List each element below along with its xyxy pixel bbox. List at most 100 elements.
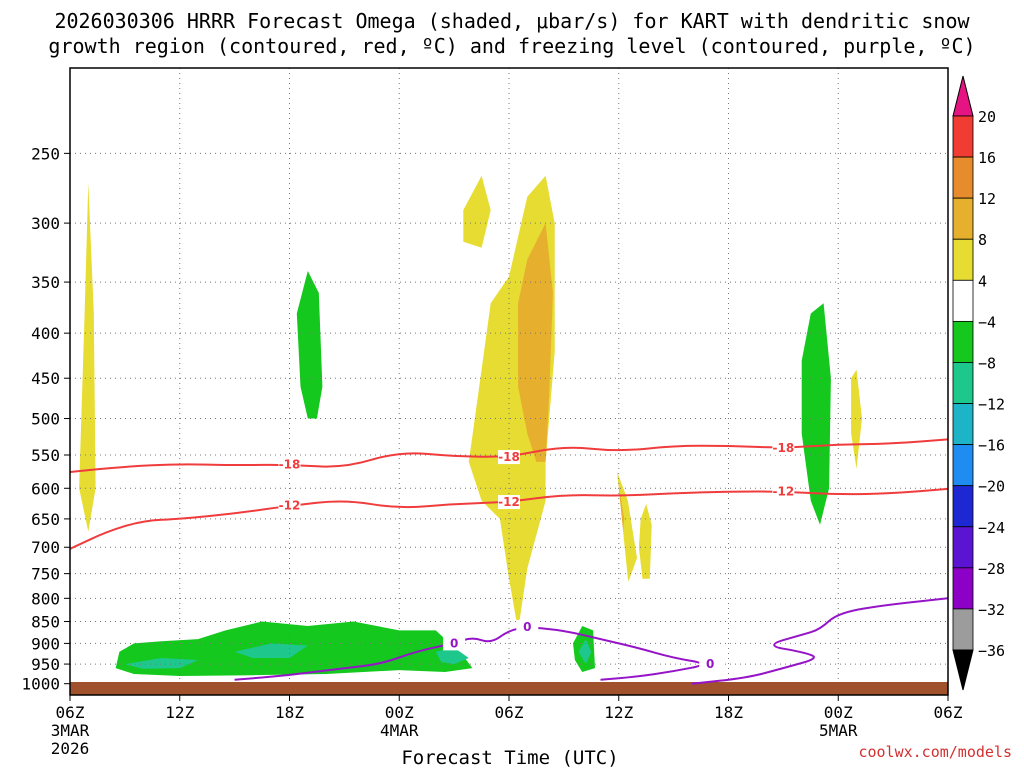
- x-tick-label: 06Z: [934, 703, 963, 722]
- freezing-contour-label: 0: [450, 636, 458, 650]
- y-tick-label: 1000: [21, 675, 60, 694]
- dgz-contour-label: -18: [498, 450, 520, 464]
- freezing-label-bg: [443, 636, 466, 651]
- omega-region-17: [554, 182, 637, 677]
- dgz-line-1: [70, 487, 948, 550]
- dgz-label-bg: [772, 484, 795, 499]
- omega-region-9: [115, 475, 162, 599]
- omega-region-12: [198, 524, 217, 569]
- colorbar-label: −24: [978, 519, 1005, 537]
- x-tick-date: 4MAR: [380, 721, 419, 740]
- y-tick-label: 650: [31, 510, 60, 529]
- colorbar-label: 4: [978, 272, 987, 290]
- y-tick-label: 850: [31, 613, 60, 632]
- x-tick-date: 5MAR: [819, 721, 858, 740]
- x-tick-label: 12Z: [604, 703, 633, 722]
- colorbar-segment: [952, 320, 974, 363]
- y-tick-label: 900: [31, 634, 60, 653]
- y-tick-label: 400: [31, 324, 60, 343]
- omega-region-30: [234, 643, 308, 658]
- colorbar-segment: [952, 362, 974, 404]
- chart-title-line-2: growth region (contoured, red, ºC) and f…: [48, 34, 975, 58]
- colorbar-label: 16: [978, 149, 996, 167]
- omega-region-13: [216, 418, 230, 542]
- dgz-contour-label: -12: [773, 484, 795, 498]
- y-tick-label: 500: [31, 410, 60, 429]
- dgz-label-bg: [278, 457, 301, 472]
- y-tick-label: 300: [31, 214, 60, 233]
- colorbar-label: 20: [978, 108, 996, 126]
- colorbar-segment: [952, 197, 974, 240]
- x-axis-label: Forecast Time (UTC): [401, 747, 618, 768]
- freezing-contour-label: 0: [706, 657, 714, 671]
- dgz-contours: -18 -18 -18 -12 -12 -12: [70, 438, 948, 550]
- freezing-label-bg: [516, 619, 539, 634]
- omega-region-20: [701, 360, 729, 594]
- omega-region-1: [463, 175, 491, 248]
- colorbar-below-arrow: [952, 649, 974, 691]
- omega-region-11: [225, 182, 235, 352]
- omega-region-26: [801, 303, 831, 525]
- freezing-line-1: [691, 597, 948, 685]
- freezing-contour-label: 0: [523, 620, 531, 634]
- colorbar-segment: [952, 403, 974, 446]
- colorbar-label: −32: [978, 601, 1005, 619]
- omega-region-25: [296, 271, 323, 419]
- colorbar-label: −16: [978, 437, 1005, 455]
- y-tick-label: 550: [31, 446, 60, 465]
- omega-region-29: [124, 658, 198, 669]
- dgz-contour-label: -12: [279, 499, 301, 513]
- colorbar-label: −4: [978, 313, 996, 331]
- omega-region-4: [638, 503, 652, 579]
- x-tick-label: 06Z: [56, 703, 85, 722]
- freezing-line-0: [234, 626, 703, 681]
- omega-region-19: [655, 247, 683, 352]
- dgz-contour-label: -18: [773, 441, 795, 455]
- colorbar: 20 16 12 8 4 −4 −8 −12 −16 −20 −24 −28 −32 −36: [952, 75, 1005, 691]
- dgz-contour-label: -12: [498, 495, 520, 509]
- colorbar-label: −28: [978, 560, 1005, 578]
- y-axis: 250 300 350 400 450 500 550 600 650 700 750 800 850 9…: [21, 144, 70, 694]
- omega-region-24: [838, 660, 866, 676]
- x-tick-label: 06Z: [495, 703, 524, 722]
- omega-region-22: [893, 547, 948, 665]
- omega-region-6: [518, 223, 553, 462]
- colorbar-segment: [952, 526, 974, 569]
- dgz-label-bg: [498, 495, 520, 510]
- omega-region-18: [600, 607, 683, 672]
- omega-region-16: [445, 563, 482, 622]
- colorbar-label: −20: [978, 478, 1005, 496]
- x-tick-label: 00Z: [824, 703, 853, 722]
- credit-text: coolwx.com/models: [858, 743, 1012, 761]
- colorbar-segment: [952, 567, 974, 610]
- omega-region-15: [371, 333, 436, 608]
- ground-layer: [70, 682, 948, 695]
- freezing-level-contours: 0 0 0: [234, 597, 948, 685]
- dgz-label-bg: [498, 450, 520, 465]
- y-tick-label: 600: [31, 479, 60, 498]
- colorbar-segment: [952, 279, 974, 322]
- colorbar-segment: [952, 485, 974, 528]
- y-tick-label: 700: [31, 538, 60, 557]
- colorbar-above-arrow: [952, 75, 974, 117]
- colorbar-segment: [952, 156, 974, 199]
- x-tick-date: 3MAR: [51, 721, 90, 740]
- y-tick-label: 800: [31, 589, 60, 608]
- colorbar-label: 12: [978, 190, 996, 208]
- omega-region-10: [137, 378, 145, 513]
- dgz-label-bg: [278, 498, 301, 513]
- x-tick-label: 18Z: [714, 703, 743, 722]
- colorbar-segment: [952, 238, 974, 281]
- colorbar-segment: [952, 115, 974, 158]
- x-tick-label: 00Z: [385, 703, 414, 722]
- colorbar-label: −12: [978, 396, 1005, 414]
- y-tick-label: 950: [31, 655, 60, 674]
- colorbar-label: −36: [978, 642, 1005, 660]
- omega-region-32: [578, 639, 592, 665]
- colorbar-segment: [952, 608, 974, 651]
- freezing-label-bg: [699, 657, 722, 672]
- x-tick-label: 12Z: [165, 703, 194, 722]
- omega-region-31: [435, 647, 469, 665]
